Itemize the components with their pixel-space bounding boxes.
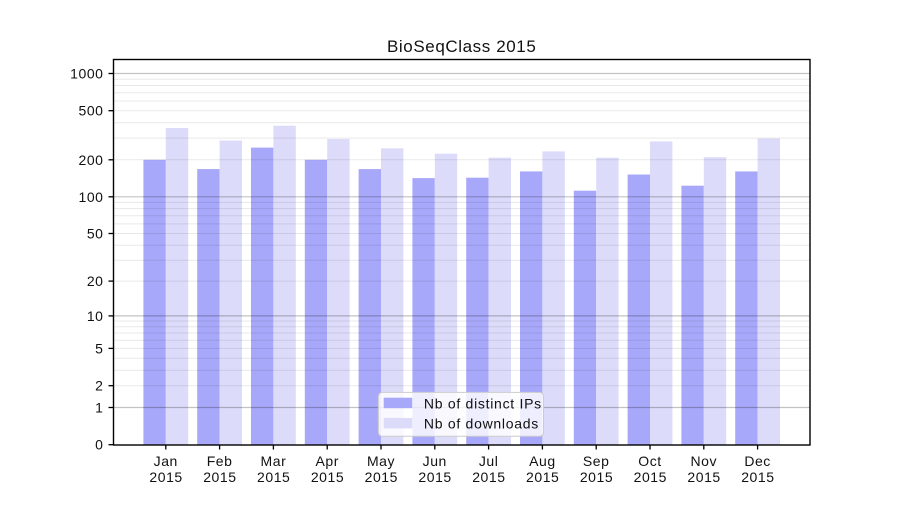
svg-text:0: 0 <box>95 437 103 453</box>
svg-text:Oct: Oct <box>638 453 661 469</box>
svg-text:Apr: Apr <box>315 453 338 469</box>
svg-text:50: 50 <box>87 226 104 242</box>
svg-text:Nov: Nov <box>691 453 718 469</box>
svg-text:Mar: Mar <box>261 453 287 469</box>
svg-text:Jan: Jan <box>154 453 178 469</box>
svg-text:200: 200 <box>78 152 103 168</box>
svg-text:2015: 2015 <box>365 469 398 485</box>
svg-text:Jul: Jul <box>479 453 499 469</box>
svg-text:2015: 2015 <box>149 469 182 485</box>
svg-text:Aug: Aug <box>529 453 556 469</box>
svg-text:500: 500 <box>78 103 103 119</box>
svg-text:100: 100 <box>78 189 103 205</box>
svg-text:5: 5 <box>95 340 103 356</box>
svg-text:1000: 1000 <box>70 66 103 82</box>
svg-text:2015: 2015 <box>257 469 290 485</box>
svg-text:2015: 2015 <box>526 469 559 485</box>
svg-text:Nb of distinct IPs: Nb of distinct IPs <box>424 395 542 411</box>
svg-text:2015: 2015 <box>634 469 667 485</box>
svg-text:2015: 2015 <box>580 469 613 485</box>
svg-text:2: 2 <box>95 378 103 394</box>
svg-text:2015: 2015 <box>311 469 344 485</box>
svg-text:May: May <box>367 453 395 469</box>
svg-text:2015: 2015 <box>203 469 236 485</box>
svg-text:20: 20 <box>87 273 104 289</box>
svg-text:1: 1 <box>95 400 103 416</box>
svg-text:Jun: Jun <box>423 453 447 469</box>
svg-text:2015: 2015 <box>687 469 720 485</box>
svg-text:Dec: Dec <box>744 453 771 469</box>
svg-text:2015: 2015 <box>741 469 774 485</box>
svg-text:Feb: Feb <box>207 453 233 469</box>
svg-text:2015: 2015 <box>418 469 451 485</box>
svg-text:Sep: Sep <box>583 453 610 469</box>
svg-text:2015: 2015 <box>472 469 505 485</box>
svg-text:10: 10 <box>87 308 104 324</box>
svg-text:Nb of downloads: Nb of downloads <box>424 416 539 432</box>
svg-text:BioSeqClass 2015: BioSeqClass 2015 <box>387 37 536 56</box>
